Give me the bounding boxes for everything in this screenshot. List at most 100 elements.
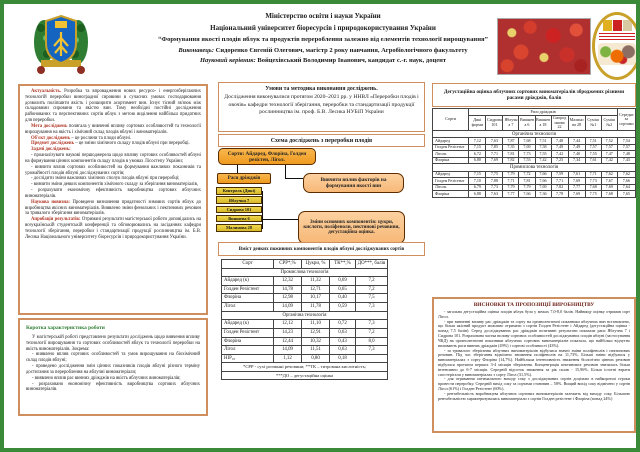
table-cell: 12,12	[273, 319, 302, 329]
flow-connector	[262, 191, 263, 229]
table-row: Айдаред 7,12 7,63 7,87 7,68 7,51 7,48 7,44 7,51 7…	[431, 137, 636, 145]
table-cell: 7,3	[355, 345, 388, 355]
table-cell: 11,51	[301, 345, 330, 355]
conclusions-panel: ВИСНОВКИ ТА ПРОПОЗИЦІЇ ВИРОБНИЦТВУ - заг…	[432, 297, 636, 433]
table-row: Флоріна 6,88 7,63 7,77 7,66 7,36 7,78 7,69 7,75 7…	[431, 190, 636, 198]
table-row: Флоріна 12,44 10,32 0,43 8,0	[221, 336, 388, 347]
list-item: Вишнева 6	[216, 214, 262, 223]
table-cell: 7,5	[355, 293, 388, 304]
ministry-line: Міністерство освіти і науки України	[265, 12, 381, 20]
flow-connector	[237, 165, 238, 173]
faculty-logo	[592, 12, 636, 80]
research-overview-panel: Актуальність. Розробка та впровадження н…	[18, 84, 208, 315]
paragraph: - вивчити вплив сортових особливостей на…	[25, 164, 201, 176]
table-cell: 0,72	[329, 319, 356, 329]
table-cell: 0,63	[329, 345, 356, 355]
table-cell: 7,3	[355, 319, 388, 329]
table-cell: 11,10	[301, 319, 330, 329]
table-row: Лігол 14,09 11,51 0,63 7,3	[221, 345, 388, 355]
table-row-label: Голден Резістент	[221, 284, 274, 295]
header: Міністерство освіти і науки України Наці…	[150, 12, 496, 67]
table-cell: 7,78	[550, 190, 569, 198]
table-row: Голден Резістент 14,78 12,71 0,65 7,2	[221, 284, 388, 295]
table-row: Айдаред (к) 12,12 11,10 0,72 7,3	[221, 319, 388, 329]
table-cell	[355, 353, 388, 364]
table-header-cell: ДО***, балів	[355, 259, 388, 269]
table-header-cell: Вишнева 6	[518, 114, 536, 131]
flow-varieties-box: Сорти: Айдаред, Флоріна, Голден резістен…	[218, 148, 316, 165]
apples-photo	[497, 18, 591, 75]
supervisor-label: Науковий керівник:	[199, 57, 256, 64]
logo-picture-3	[622, 20, 632, 31]
paragraph: Актуальність. Розробка та впровадження н…	[25, 89, 201, 124]
table-cell: 7,36	[534, 190, 552, 198]
table-header-cell: Малинова 28	[567, 114, 586, 131]
table-header-cell: Сорти	[431, 108, 470, 131]
table-cell: 0,65	[329, 284, 356, 295]
table-row-label: Флоріна	[221, 293, 274, 304]
table-cell: 7,69	[567, 190, 586, 198]
table-cell: 14,09	[273, 345, 302, 355]
table-footnote: ***ДО – дегустаційна оцінка	[221, 370, 388, 381]
table-row: Айдаред (к) 12,32 11,32 0,69 7,2	[221, 276, 388, 286]
flow-connector	[285, 165, 286, 179]
table-cell: 8,0	[355, 336, 388, 347]
paragraph: Предмет досліджень – це зміни хімічного …	[31, 141, 190, 147]
table-row-label: Лігол	[221, 302, 274, 312]
paragraph-lead: Об'єкт досліджень	[31, 135, 72, 141]
list-item: Контроль (Дикі)	[216, 187, 262, 195]
paragraph: - при вивченні впливу рас дріжджів та со…	[438, 318, 631, 348]
table1-container: Сорт СРР*,% Цукри, % ТК**,% ДО***, балів Пром…	[221, 259, 388, 381]
table-cell: 12,32	[273, 276, 302, 286]
table-cell: 12,44	[273, 336, 302, 347]
paragraph: - вивчити зміни деяких компонентів хіміч…	[31, 182, 198, 188]
table-cell: 7,66	[518, 190, 536, 198]
table2-title-panel: Дегустаційна оцінка яблучних сортових ви…	[432, 83, 636, 107]
flow-yeast-list: Контроль (Дикі) Яблучна 7 Сидрова 101 Вишне…	[216, 187, 262, 233]
table-cell: 0,69	[329, 276, 356, 286]
paragraph: Задачі досліджень:	[25, 147, 201, 153]
table-header-cell: Яблучна 7	[502, 114, 520, 131]
table-cell: 12,71	[301, 284, 330, 295]
table-header-cell: ТК**,%	[329, 259, 356, 269]
table-header-cell: СРР*,%	[273, 259, 302, 269]
table-cell: 7,2	[355, 327, 388, 338]
table-row: Флоріна 12,98 10,17 0,40 7,5	[221, 293, 388, 304]
table-row-label: Лігол	[221, 345, 274, 355]
logo-picture-1	[602, 20, 612, 31]
table1-title-panel: Вміст деяких поживних компонентів плодів…	[218, 242, 425, 256]
paragraph: - дослідити зміни важливих хімічних спол…	[31, 176, 180, 182]
table-cell: 7,75	[584, 190, 602, 198]
data-table: Сорти Раси дріжджів Середнє за сортами Дикі…	[431, 108, 636, 198]
table-cell: 0,63	[329, 327, 356, 338]
university-line: Національний університет біоресурсів і п…	[210, 24, 436, 32]
table-cell: 7,63	[485, 190, 504, 198]
table-header-cell: Сорт	[221, 259, 274, 269]
table-row-label: Флоріна	[431, 190, 470, 198]
work-summary-panel: Коротка характеристика роботи У магістер…	[18, 318, 208, 416]
logo-produce-image	[598, 43, 636, 65]
supervisor-name: Войцехівський Володимир Іванович, кандид…	[257, 57, 447, 64]
table-row-label: Айдаред (к)	[221, 276, 274, 286]
table-cell: 10,17	[301, 293, 330, 304]
executor-line: Виконавець: Сидоренко Євгеній Олегович, …	[150, 47, 496, 54]
flow-connector	[285, 178, 303, 179]
data-table: Сорт СРР*,% Цукри, % ТК**,% ДО***, балів Пром…	[221, 259, 388, 381]
list-item: Яблучна 7	[216, 196, 262, 204]
table-header-cell: Суміш №2	[600, 114, 618, 131]
table-cell: 6,88	[468, 190, 487, 198]
table-cell: 7,2	[355, 284, 388, 295]
supervisor-line: Науковий керівник: Войцехівський Володим…	[150, 57, 496, 64]
paragraph: - виявлено вплив рас винних дріжджів на …	[32, 375, 181, 381]
paragraph: - розраховано економічну ефективність ви…	[26, 381, 200, 393]
paragraph: Мета досліджень полягала у вивченні впли…	[25, 123, 202, 135]
table-cell: 11,78	[301, 302, 330, 312]
conclusions-body: - загальна дегустаційна оцінка плодів яб…	[438, 309, 631, 401]
table-header-cell: Смородинова 22	[550, 114, 569, 131]
table-cell: 7,77	[502, 190, 520, 198]
paragraph-lead: Задачі досліджень:	[31, 147, 71, 153]
methods-panel: Умови та методика виконання досліджень. …	[218, 82, 425, 132]
methods-title: Умови та методика виконання досліджень.	[265, 86, 378, 92]
table-cell: 12,98	[273, 293, 302, 304]
